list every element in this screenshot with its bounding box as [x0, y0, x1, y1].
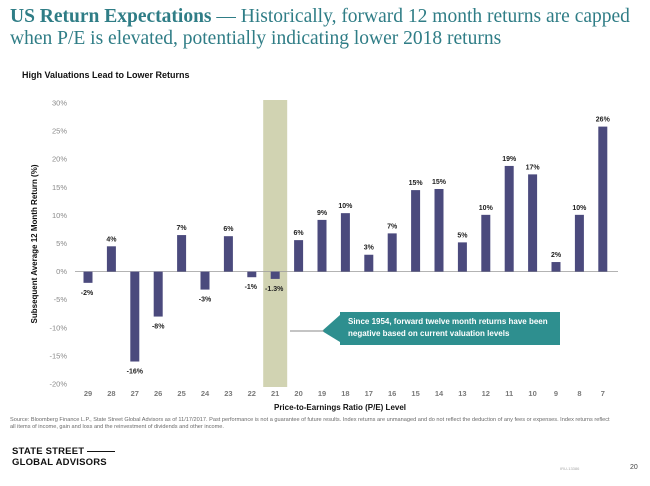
bar: [551, 262, 561, 272]
bar: [387, 233, 397, 272]
bar: [457, 242, 467, 272]
data-label: 9%: [317, 210, 328, 217]
bar: [223, 236, 233, 272]
data-label: 10%: [572, 205, 587, 212]
page-title-rest: — Historically, forward 12 month returns…: [10, 6, 630, 49]
page-number: 20: [630, 464, 638, 471]
data-label: 26%: [596, 117, 611, 124]
callout-pointer: [322, 315, 340, 342]
data-label: 17%: [526, 164, 541, 171]
bar: [411, 190, 421, 272]
y-tick-label: 0%: [56, 267, 67, 276]
x-axis-title: Price-to-Earnings Ratio (P/E) Level: [274, 403, 406, 412]
bar: [598, 126, 608, 272]
y-tick-label: 5%: [56, 239, 67, 248]
source-note: Source: Bloomberg Finance L.P., State St…: [10, 417, 610, 431]
bar: [364, 254, 374, 272]
data-label: 10%: [479, 205, 494, 212]
bar: [434, 188, 444, 272]
x-tick-label: 26: [154, 389, 162, 398]
data-label: 2%: [551, 252, 562, 259]
data-label: 3%: [364, 245, 375, 252]
callout-box: Since 1954, forward twelve month returns…: [340, 312, 560, 345]
data-label: -1%: [245, 284, 258, 291]
y-tick-label: -10%: [49, 323, 67, 332]
bar: [528, 174, 538, 272]
document-code: IRU-13386: [560, 466, 580, 471]
x-tick-label: 25: [177, 389, 185, 398]
bar: [340, 213, 350, 272]
data-label: 6%: [223, 226, 234, 233]
y-tick-label: -20%: [49, 380, 67, 389]
x-tick-label: 11: [505, 389, 513, 398]
x-tick-label: 10: [528, 389, 536, 398]
bar: [294, 240, 304, 272]
x-tick-label: 18: [341, 389, 349, 398]
y-tick-label: -5%: [54, 295, 68, 304]
x-tick-label: 15: [411, 389, 419, 398]
highlight-band: [263, 100, 288, 387]
data-label: 5%: [457, 232, 468, 239]
data-label: 19%: [502, 156, 517, 163]
data-label: -1.3%: [265, 286, 284, 293]
bar: [504, 165, 514, 272]
x-tick-label: 7: [601, 389, 605, 398]
y-tick-label: 25%: [52, 127, 67, 136]
x-tick-label: 24: [201, 389, 210, 398]
data-label: -3%: [199, 297, 212, 304]
y-axis-title: Subsequent Average 12 Month Return (%): [30, 164, 39, 323]
logo-line-1: STATE STREET: [12, 446, 116, 457]
x-tick-label: 20: [294, 389, 302, 398]
bar: [481, 214, 491, 272]
x-tick-label: 9: [554, 389, 558, 398]
y-tick-label: 10%: [52, 211, 67, 220]
bar: [317, 219, 327, 272]
bar: [130, 271, 140, 362]
data-label: 15%: [432, 179, 447, 186]
bar: [200, 271, 210, 290]
logo: STATE STREET GLOBAL ADVISORS: [12, 446, 116, 468]
data-label: 7%: [177, 225, 188, 232]
data-label: -8%: [152, 324, 165, 331]
bar: [270, 271, 280, 279]
page-title-bold: US Return Expectations: [10, 6, 212, 27]
data-label: -2%: [81, 290, 94, 297]
bar: [153, 271, 163, 317]
x-tick-label: 13: [458, 389, 466, 398]
x-tick-label: 17: [365, 389, 373, 398]
x-tick-label: 29: [84, 389, 92, 398]
x-tick-label: 28: [107, 389, 115, 398]
y-tick-label: 30%: [52, 99, 67, 108]
x-tick-label: 27: [131, 389, 139, 398]
data-label: -16%: [127, 369, 144, 376]
data-label: 15%: [409, 180, 424, 187]
page-title: US Return Expectations — Historically, f…: [10, 6, 642, 50]
chart-title: High Valuations Lead to Lower Returns: [22, 70, 190, 80]
bar: [106, 246, 116, 272]
bar: [574, 214, 584, 272]
x-tick-label: 21: [271, 389, 279, 398]
data-label: 7%: [387, 223, 398, 230]
data-label: 4%: [106, 236, 117, 243]
bar: [247, 271, 257, 278]
x-tick-label: 12: [482, 389, 490, 398]
y-tick-label: 15%: [52, 183, 67, 192]
x-tick-label: 22: [248, 389, 256, 398]
data-label: 6%: [294, 230, 305, 237]
x-tick-label: 19: [318, 389, 326, 398]
x-tick-label: 8: [577, 389, 581, 398]
y-tick-label: -15%: [49, 351, 67, 360]
x-tick-label: 16: [388, 389, 396, 398]
x-tick-label: 14: [435, 389, 444, 398]
bar: [83, 271, 93, 283]
logo-line-2: GLOBAL ADVISORS: [12, 457, 107, 468]
x-tick-label: 23: [224, 389, 232, 398]
data-label: 10%: [338, 203, 353, 210]
y-tick-label: 20%: [52, 155, 67, 164]
bar: [177, 235, 187, 272]
